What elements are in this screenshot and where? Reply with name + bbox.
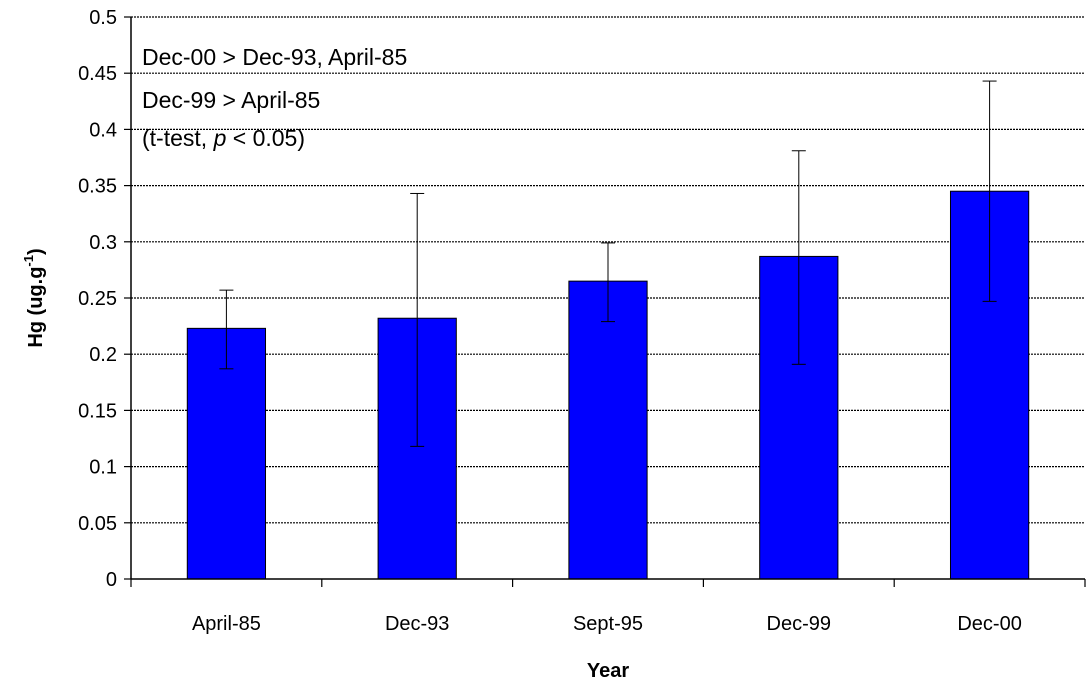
y-tick-labels: 0 0.05 0.1 0.15 0.2 0.25 0.3 0.35 0.4 0.45 0.5 [78,7,117,591]
y-tick-label: 0.35 [78,176,117,198]
x-axis-title: Year [587,660,629,682]
annotation: Dec-00 > Dec-93, April-85 Dec-99 > April… [142,44,407,151]
axes [124,16,1086,587]
y-tick-label: 0.1 [89,457,117,479]
x-tick-label: Dec-99 [767,613,831,635]
annotation-line-3-suffix: < 0.05) [226,125,305,151]
y-tick-label: 0.2 [89,344,117,366]
y-tick-label: 0.15 [78,400,117,422]
annotation-line-2: Dec-99 > April-85 [142,87,320,113]
x-tick-label: Sept-95 [573,613,643,635]
y-tick-label: 0.05 [78,513,117,535]
y-tick-label: 0.4 [89,119,117,141]
y-tick-label: 0 [106,569,117,591]
x-tick-label: Dec-93 [385,613,449,635]
annotation-p-italic: p [213,125,227,151]
x-tick-label: Dec-00 [957,613,1021,635]
y-tick-label: 0.5 [89,7,117,29]
bar-Sept-95 [568,280,648,580]
x-tick-label: April-85 [192,613,261,635]
y-axis-title-main: Hg (ug.g [25,267,47,348]
y-tick-label: 0.25 [78,288,117,310]
y-axis-title-tail: ) [25,248,47,255]
y-tick-label: 0.3 [89,232,117,254]
y-axis-title-sup: -1 [21,255,36,267]
error-bars [219,80,997,447]
x-tick-labels: April-85 Dec-93 Sept-95 Dec-99 Dec-00 [192,613,1022,635]
annotation-line-3-prefix: (t-test, [142,125,214,151]
annotation-line-1: Dec-00 > Dec-93, April-85 [142,44,407,70]
y-tick-label: 0.45 [78,63,117,85]
annotation-line-3: (t-test, p < 0.05) [142,125,305,151]
y-axis-title: Hg (ug.g-1) [21,248,47,347]
